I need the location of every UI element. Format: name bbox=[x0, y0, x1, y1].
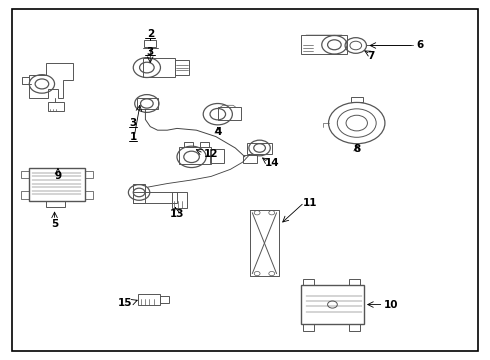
Bar bbox=[247, 143, 272, 154]
Bar bbox=[301, 285, 364, 324]
Bar bbox=[137, 98, 158, 109]
Bar bbox=[303, 324, 314, 330]
Bar bbox=[210, 149, 223, 163]
Bar bbox=[85, 192, 93, 198]
Text: 9: 9 bbox=[54, 171, 62, 181]
Bar bbox=[218, 107, 241, 120]
Bar bbox=[349, 279, 360, 285]
Text: 3: 3 bbox=[130, 118, 137, 128]
Text: 3: 3 bbox=[147, 47, 154, 57]
Bar bbox=[349, 324, 360, 330]
Text: 14: 14 bbox=[265, 158, 279, 168]
Text: 1: 1 bbox=[130, 132, 137, 142]
Bar bbox=[179, 147, 211, 164]
Text: 8: 8 bbox=[353, 144, 360, 154]
Bar bbox=[133, 193, 177, 203]
Text: 5: 5 bbox=[51, 220, 58, 229]
Text: 11: 11 bbox=[303, 198, 318, 208]
Bar bbox=[85, 171, 93, 178]
Bar bbox=[303, 279, 314, 285]
Bar bbox=[46, 201, 65, 207]
Text: 6: 6 bbox=[416, 40, 423, 50]
Bar bbox=[48, 102, 64, 111]
Text: 7: 7 bbox=[368, 51, 375, 61]
Bar bbox=[143, 58, 174, 77]
Text: 12: 12 bbox=[204, 149, 218, 159]
Text: 2: 2 bbox=[147, 29, 154, 39]
Bar bbox=[21, 192, 29, 198]
Bar bbox=[145, 40, 156, 46]
Bar bbox=[301, 35, 347, 54]
Bar bbox=[29, 167, 85, 201]
Bar bbox=[184, 142, 193, 147]
Bar bbox=[243, 155, 257, 163]
Bar bbox=[133, 184, 146, 203]
Text: 10: 10 bbox=[384, 300, 398, 310]
Bar bbox=[174, 60, 189, 75]
Bar bbox=[351, 97, 363, 103]
Bar bbox=[160, 296, 169, 303]
Bar bbox=[21, 171, 29, 178]
Bar bbox=[172, 193, 187, 208]
Bar bbox=[200, 142, 209, 147]
Bar bbox=[138, 294, 160, 305]
Text: 13: 13 bbox=[170, 209, 184, 219]
Text: 15: 15 bbox=[118, 298, 132, 308]
Text: 4: 4 bbox=[214, 127, 221, 137]
